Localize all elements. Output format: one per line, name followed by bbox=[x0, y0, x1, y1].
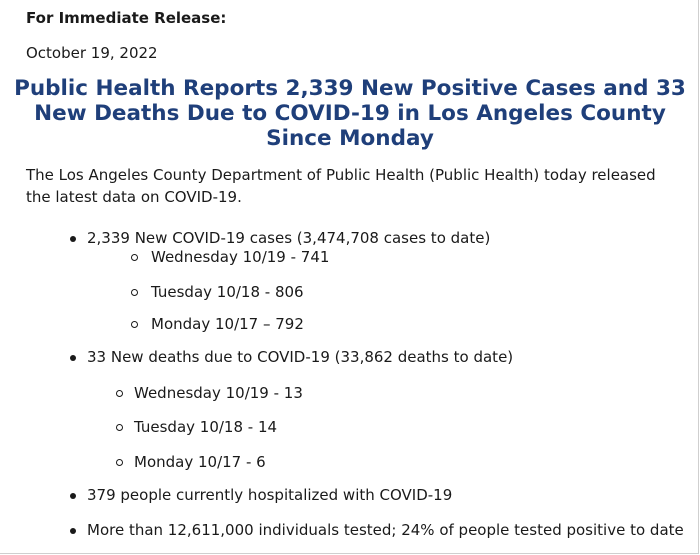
sub-bullet-ring bbox=[131, 289, 138, 296]
intro-paragraph: The Los Angeles County Department of Pub… bbox=[26, 166, 656, 206]
deaths-monday: Monday 10/17 - 6 bbox=[134, 453, 266, 471]
release-label: For Immediate Release: bbox=[26, 9, 227, 27]
headline: Public Health Reports 2,339 New Positive… bbox=[14, 76, 686, 151]
cases-monday: Monday 10/17 – 792 bbox=[151, 315, 304, 333]
deaths-tuesday: Tuesday 10/18 - 14 bbox=[134, 418, 278, 436]
deaths-summary: 33 New deaths due to COVID-19 (33,862 de… bbox=[87, 348, 514, 366]
release-date: October 19, 2022 bbox=[26, 44, 158, 62]
cases-wednesday: Wednesday 10/19 - 741 bbox=[151, 248, 330, 266]
deaths-wednesday: Wednesday 10/19 - 13 bbox=[134, 384, 303, 402]
bullet-dot bbox=[70, 493, 76, 499]
bullet-dot bbox=[70, 236, 76, 242]
tested-item: More than 12,611,000 individuals tested;… bbox=[87, 521, 684, 539]
cases-tuesday: Tuesday 10/18 - 806 bbox=[151, 283, 304, 301]
sub-bullet-ring bbox=[116, 390, 123, 397]
sub-bullet-ring bbox=[131, 321, 138, 328]
sub-bullet-ring bbox=[116, 424, 123, 431]
sub-bullet-ring bbox=[131, 254, 138, 261]
sub-bullet-ring bbox=[116, 459, 123, 466]
bullet-dot bbox=[70, 528, 76, 534]
hospitalized-item: 379 people currently hospitalized with C… bbox=[87, 486, 453, 504]
cases-summary: 2,339 New COVID-19 cases (3,474,708 case… bbox=[87, 229, 491, 247]
bullet-dot bbox=[70, 355, 76, 361]
